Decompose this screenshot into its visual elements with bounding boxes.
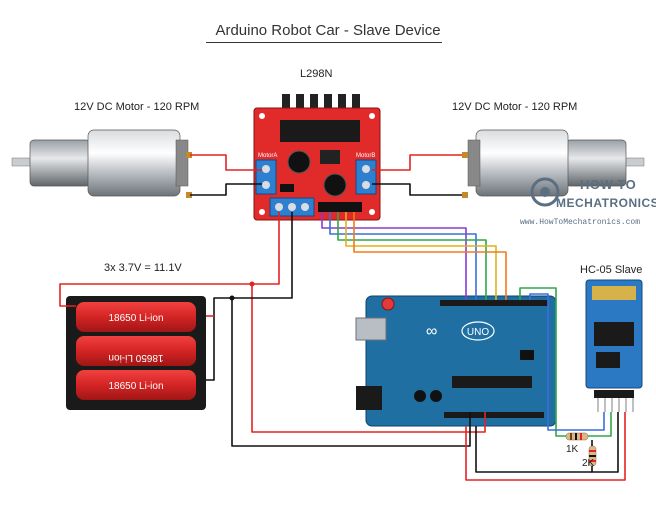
wire-black (475, 426, 592, 473)
wire-red (372, 154, 462, 171)
battery-pack: 18650 Li-ion 18650 Li-ion 18650 Li-ion (66, 296, 206, 410)
battery-cell (76, 370, 196, 400)
wire-orange (353, 212, 507, 300)
left-motor-label: 12V DC Motor - 120 RPM (74, 101, 200, 113)
title-underline (206, 42, 442, 43)
wires (59, 154, 626, 481)
motor-b-terminal (355, 159, 377, 195)
driver-label: L298N (300, 68, 333, 80)
battery-cell-label: 18650 Li-ion (108, 381, 163, 392)
wire-black (231, 212, 471, 447)
hc05-bluetooth-module (585, 279, 643, 412)
right-motor-label: 12V DC Motor - 120 RPM (452, 101, 578, 113)
battery-cell (76, 302, 196, 332)
wire-yellow (345, 212, 497, 300)
battery-cell-label: 18650 Li-ion (108, 352, 163, 363)
page-title: Arduino Robot Car - Slave Device (215, 22, 441, 39)
motor-a-terminal-label: MotorA (258, 153, 277, 159)
left-motor (11, 129, 192, 198)
motor-b-terminal-label: MotorB (356, 153, 375, 159)
l298n-driver-board: MotorA MotorB (253, 94, 381, 221)
wire-green (519, 287, 566, 437)
wire-red (190, 154, 262, 171)
wire-red (465, 412, 626, 481)
resistor-1k (565, 432, 589, 441)
wire-blue (529, 293, 605, 431)
svg-text:UNO: UNO (467, 327, 489, 338)
wire-green (588, 412, 612, 437)
hc05-pins (594, 390, 634, 412)
resistor-1k-label: 1K (566, 444, 579, 455)
motor-a-terminal (255, 159, 277, 195)
gear-icon (530, 177, 560, 207)
resistor-2k-label: 2K (582, 458, 595, 469)
wire-black (372, 183, 462, 196)
arduino-logo-infinity: ∞ (426, 323, 437, 340)
bluetooth-label: HC-05 Slave (580, 264, 643, 276)
brand-url: www.HowToMechatronics.com (520, 218, 641, 227)
wire-purple (321, 212, 467, 300)
battery-cell-label: 18650 Li-ion (108, 313, 163, 324)
brand-logo-top: HOW TO (580, 177, 637, 192)
wire-green (337, 212, 487, 300)
wire-black (190, 183, 262, 196)
control-header (318, 202, 362, 212)
battery-label: 3x 3.7V = 11.1V (104, 262, 182, 274)
battery-cell (76, 336, 196, 366)
wire-black (206, 297, 232, 381)
wire-black (591, 412, 619, 473)
brand-logo-bottom: MECHATRONICS (556, 196, 656, 210)
wire-red (59, 212, 280, 307)
wire-red (251, 284, 486, 433)
arduino-uno-logo: UNO (461, 321, 495, 341)
arduino-uno-board: ∞ UNO (355, 295, 557, 427)
wire-blue (329, 212, 477, 300)
